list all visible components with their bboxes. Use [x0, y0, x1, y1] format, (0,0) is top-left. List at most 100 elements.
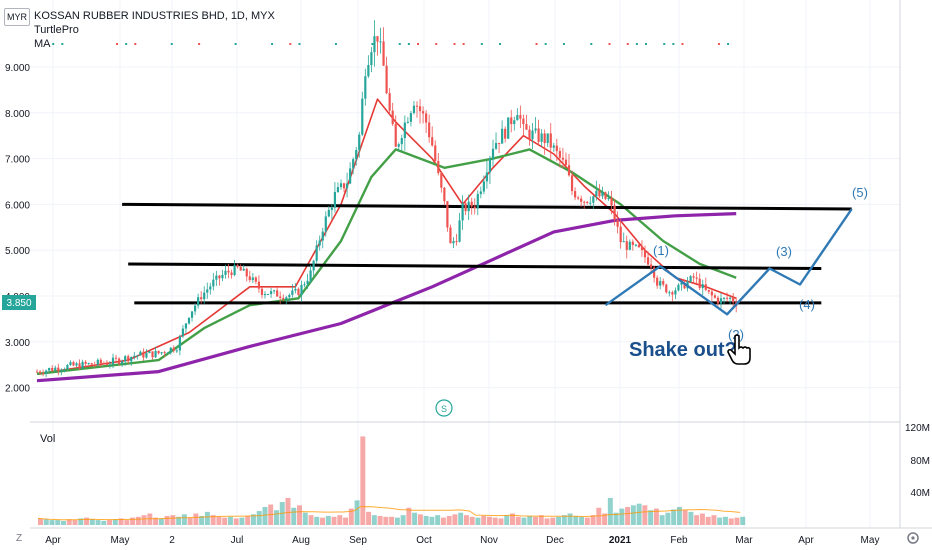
candle-body [403, 122, 406, 139]
signal-dot [717, 43, 720, 45]
candle [710, 289, 713, 302]
candle [51, 365, 54, 372]
volume-ma-line [37, 506, 741, 521]
volume-bar [308, 515, 314, 525]
candle [349, 162, 352, 185]
volume-bar [170, 515, 176, 525]
candle [428, 114, 431, 143]
candle-body [212, 279, 215, 287]
signal-dot [116, 43, 119, 45]
candle [127, 354, 130, 365]
indicator-turtlepro[interactable]: TurtlePro [34, 24, 79, 36]
candle-body [367, 65, 370, 77]
candle [96, 358, 99, 367]
candle-body [449, 227, 452, 244]
candle-body [695, 277, 698, 279]
candle-body [45, 370, 48, 374]
time-tick-label: Sep [349, 535, 367, 546]
signal-dot [417, 43, 419, 45]
candle-body [242, 268, 245, 271]
candle [497, 142, 501, 154]
price-tick-label: 3.000 [5, 338, 30, 349]
candle-body [291, 290, 294, 295]
candle [373, 20, 376, 67]
candle-body [668, 292, 671, 294]
settings-gear-icon[interactable] [907, 532, 919, 544]
time-tick-label: 2021 [609, 535, 632, 546]
volume-bar [550, 517, 556, 525]
candle-body [279, 296, 282, 298]
currency-badge[interactable]: MYR [4, 8, 30, 26]
indicator-ma[interactable]: MA [34, 38, 51, 50]
volume-bar [734, 517, 740, 525]
volume-bar [567, 513, 573, 525]
candle-body [187, 317, 191, 324]
candle-body [656, 277, 659, 286]
time-tick-label: Apr [798, 535, 814, 546]
candle-body [707, 289, 710, 292]
candle-body [516, 115, 519, 121]
volume-bar [130, 517, 136, 525]
volume-bar [671, 509, 677, 525]
candle [306, 273, 309, 289]
candle-body [349, 168, 352, 184]
candle [206, 282, 209, 299]
volume-bar [158, 518, 164, 525]
candle [522, 114, 525, 136]
candle-body [166, 352, 169, 354]
candle [525, 114, 528, 130]
candle-body [491, 148, 495, 159]
candle [479, 186, 482, 199]
candle [63, 367, 66, 373]
candle-body [227, 270, 230, 273]
candle-body [473, 206, 476, 209]
candle [394, 115, 397, 147]
candle [704, 277, 707, 292]
volume-bar [584, 517, 590, 525]
candle [139, 350, 142, 356]
candle [282, 294, 285, 302]
candle [105, 360, 109, 366]
candle-body [431, 137, 434, 146]
candle-body [604, 192, 607, 199]
candle-body [142, 351, 145, 358]
candle [190, 311, 194, 322]
volume-bar [377, 515, 383, 525]
volume-bar [210, 515, 216, 525]
volume-bar [124, 520, 130, 525]
candle-body [628, 241, 631, 250]
candle [45, 369, 48, 378]
candle [695, 271, 698, 284]
candle-body [528, 129, 531, 140]
candle [470, 197, 473, 215]
candle [540, 129, 543, 147]
candle [197, 293, 200, 309]
symbol-title[interactable]: KOSSAN RUBBER INDUSTRIES BHD, 1D, MYX [34, 10, 275, 22]
price-tick-label: 2.000 [5, 384, 30, 395]
candle-body [607, 198, 610, 200]
candle [276, 287, 279, 297]
candle [166, 352, 169, 354]
candle-body [136, 355, 139, 357]
candle-body [525, 124, 528, 130]
candle [376, 36, 379, 56]
candle [355, 146, 358, 166]
volume-bar [544, 518, 550, 525]
candle-body [558, 151, 561, 158]
candle-body [497, 143, 501, 145]
signal-circle-icon[interactable] [435, 399, 453, 417]
candle [494, 132, 498, 150]
candle [266, 293, 270, 295]
candle-body [370, 52, 373, 66]
candle [397, 142, 400, 151]
candle [291, 283, 294, 298]
signal-dot [125, 43, 128, 45]
zoom-icon[interactable]: Z [16, 533, 22, 544]
candle-body [446, 201, 449, 228]
time-axis[interactable]: Apr May 2 Jul Aug Sep Oct Nov Dec 2021 Feb Mar Apr Ma… [45, 535, 879, 546]
candle-body [133, 355, 136, 357]
volume-bar [285, 497, 291, 525]
candle-body [315, 245, 318, 261]
candle [385, 56, 388, 95]
signal-dot [298, 43, 301, 45]
